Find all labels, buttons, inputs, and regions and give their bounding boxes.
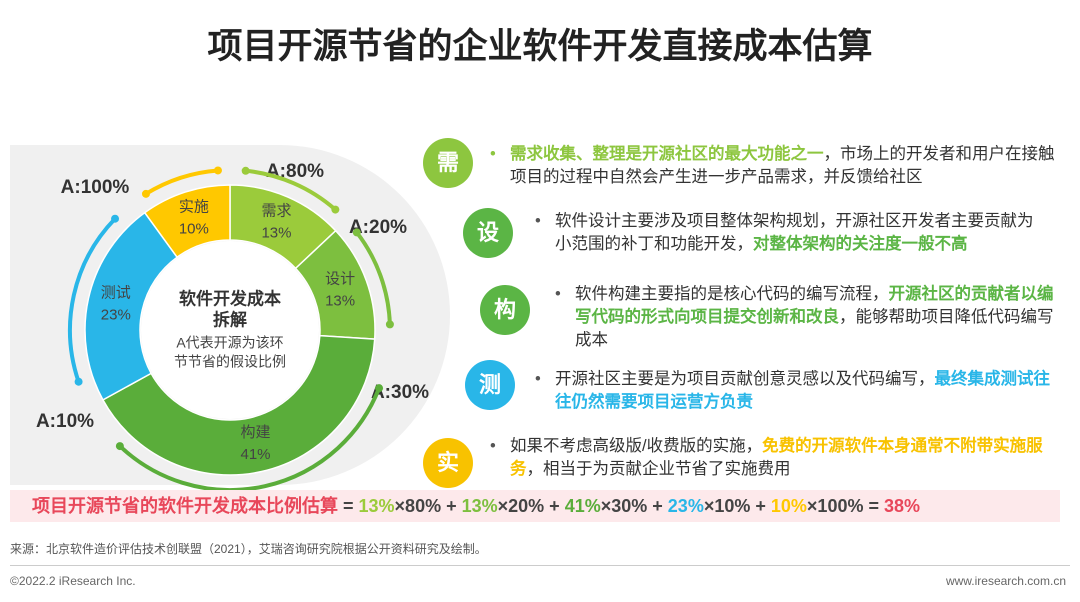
formula-segment: 23% [667, 496, 704, 516]
annotation-arc [243, 168, 338, 212]
annotation-dot [385, 320, 394, 329]
separator [10, 565, 1070, 566]
bullet: • [535, 212, 541, 230]
annotation-dot [352, 228, 361, 237]
annotation-dot [331, 205, 340, 214]
formula-segment: 13% [358, 496, 395, 516]
formula-segment: ×80% + [394, 496, 462, 516]
formula-segment: = [338, 496, 359, 516]
center-note: A代表开源为该环 [176, 335, 283, 351]
segment-value: 13% [261, 225, 291, 242]
annotation-dot [141, 189, 150, 198]
annotation: A:30% [371, 382, 429, 403]
item-text: • 开源社区主要是为项目贡献创意灵感以及代码编写，最终集成测试往往仍然需要项目运营… [535, 368, 1055, 414]
item-icon: 需 [423, 138, 473, 188]
segment-label: 实施 [179, 199, 209, 216]
center-title: 拆解 [213, 309, 247, 329]
source: 来源：北京软件造价评估技术创联盟（2021），艾瑞咨询研究院根据公开资料研究及绘… [10, 542, 487, 556]
item-segment: 开源社区的贡献者以编写代码的形式向项目提交创新和改良 [575, 285, 1054, 326]
item-segment: ，相当于为贡献企业节省了实施费用 [526, 460, 791, 478]
segment-label: 测试 [101, 284, 131, 301]
formula: 项目开源节省的软件开发成本比例估算 = 13%×80% + 13%×20% + … [10, 490, 1060, 522]
annotation-dot [241, 166, 250, 175]
formula-segment: 10% [770, 496, 807, 516]
item-segment: 最终集成测试往往仍然需要项目运营方负责 [555, 370, 1050, 411]
website: www.iresearch.com.cn [945, 574, 1066, 588]
annotation-dot [213, 166, 222, 175]
item-segment: 需求收集、整理是开源社区的最大功能之一 [510, 145, 824, 163]
item-segment: 免费的开源软件本身通常不附带实施服务 [510, 437, 1043, 478]
segment-label: 需求 [261, 203, 291, 220]
annotation: A:10% [36, 411, 94, 432]
item-text: • 需求收集、整理是开源社区的最大功能之一，市场上的开发者和用户在接触项目的过程中… [490, 143, 1060, 189]
item-text: • 如果不考虑高级版/收费版的实施，免费的开源软件本身通常不附带实施服务，相当于为… [490, 435, 1060, 481]
item-icon: 实 [423, 438, 473, 488]
segment-value: 13% [325, 292, 355, 309]
annotation-dot [115, 442, 124, 451]
bullet: • [490, 437, 496, 455]
item-icon: 测 [465, 360, 515, 410]
title: 项目开源节省的企业软件开发直接成本估算 [207, 27, 873, 66]
annotation-dot [74, 377, 83, 386]
annotation-dot [111, 214, 120, 223]
bullet: • [535, 370, 541, 388]
formula-segment: ×100% = [806, 496, 884, 516]
formula-segment: 41% [564, 496, 601, 516]
formula-segment: 项目开源节省的软件开发成本比例估算 [32, 496, 338, 516]
annotation: A:20% [349, 217, 407, 238]
formula-segment: 38% [883, 496, 921, 516]
donut-segment [101, 334, 376, 476]
item-icon: 设 [463, 208, 513, 258]
annotation-arc [68, 216, 118, 384]
item-text: • 软件构建主要指的是核心代码的编写流程，开源社区的贡献者以编写代码的形式向项目提… [555, 283, 1060, 352]
segment-value: 41% [241, 446, 271, 463]
segment-label: 构建 [241, 424, 271, 441]
item-segment: 软件构建主要指的是核心代码的编写流程， [575, 285, 889, 303]
item-segment: 对整体架构的关注度一般不高 [753, 235, 968, 253]
annotation-dot [375, 384, 384, 393]
item-segment: ，市场上的开发者和用户在接触项目的过程中自然会产生进一步产品需求，并反馈给社区 [510, 145, 1055, 186]
formula-segment: ×20% + [497, 496, 565, 516]
segment-value: 10% [179, 221, 209, 238]
formula-segment: 13% [461, 496, 498, 516]
center-title: 软件开发成本 [179, 288, 281, 308]
item-segment: 软件设计主要涉及项目整体架构规划，开源社区开发者主要贡献为小范围的补丁和功能开发… [555, 212, 1034, 253]
item-text: • 软件设计主要涉及项目整体架构规划，开源社区开发者主要贡献为小范围的补丁和功能开… [535, 210, 1045, 256]
annotation: A:100% [61, 177, 130, 198]
annotation-arc [143, 168, 220, 196]
item-segment: 开源社区主要是为项目贡献创意灵感以及代码编写， [555, 370, 935, 388]
annotation: A:80% [266, 161, 324, 182]
annotation-arc [354, 230, 392, 327]
formula-segment: ×10% + [703, 496, 771, 516]
item-icon: 构 [480, 285, 530, 335]
formula-segment: ×30% + [600, 496, 668, 516]
item-segment: ，能够帮助项目降低代码编写成本 [575, 308, 1054, 349]
segment-label: 设计 [325, 270, 355, 287]
segment-value: 23% [101, 306, 131, 323]
bullet: • [490, 145, 496, 163]
annotation-arc [117, 386, 382, 492]
bullet: • [555, 285, 561, 303]
center-note: 节节省的假设比例 [174, 354, 286, 370]
donut-segment [143, 184, 231, 259]
copyright: ©2022.2 iResearch Inc. [10, 574, 136, 588]
donut-hole [141, 241, 319, 419]
item-segment: 如果不考虑高级版/收费版的实施， [510, 437, 763, 455]
